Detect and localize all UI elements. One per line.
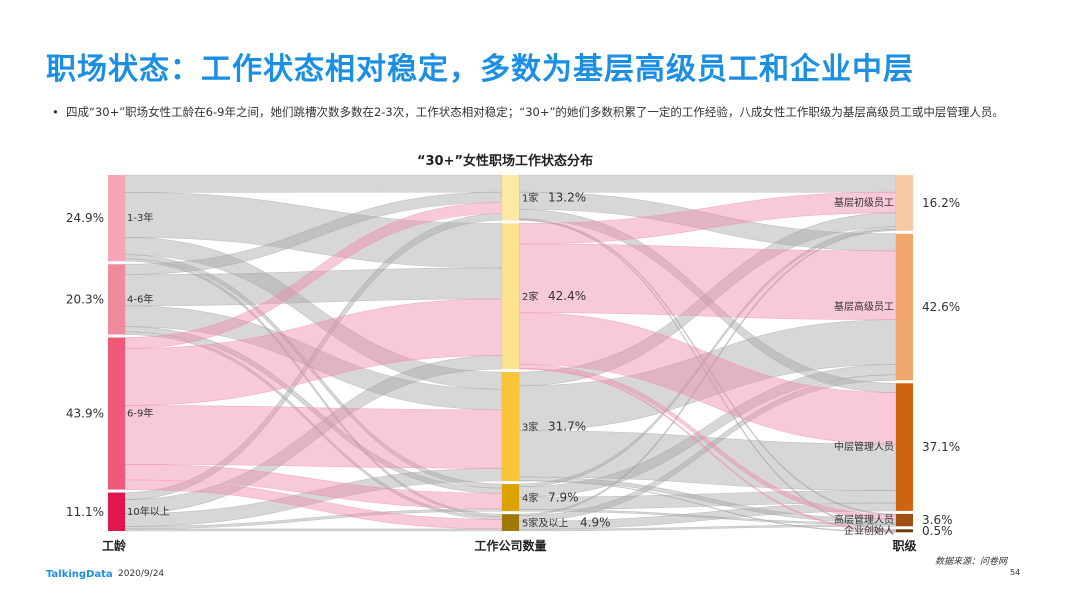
node-1-0	[502, 175, 519, 221]
node-0-0	[108, 175, 125, 262]
node-pct-label: 13.2%	[548, 191, 586, 205]
chart-title: “30+”女性职场工作状态分布	[416, 154, 594, 169]
node-pct-label: 37.1%	[922, 440, 960, 454]
node-name-label: 6-9年	[127, 407, 153, 420]
node-2-3	[896, 513, 913, 527]
node-0-1	[108, 264, 125, 335]
node-pct-label: 0.5%	[922, 524, 953, 538]
right-link-0-0	[518, 174, 897, 193]
node-2-4	[896, 529, 913, 533]
node-pct-label: 20.3%	[66, 292, 104, 306]
column-axis-label: 职级	[892, 538, 916, 553]
bullet-dot-icon: •	[52, 105, 59, 119]
left-link-0-0	[124, 174, 503, 193]
node-name-label: 1家	[522, 192, 538, 205]
node-pct-label: 4.9%	[580, 516, 611, 530]
right-link-4-3	[518, 524, 897, 532]
talkingdata-logo: TalkingData	[46, 569, 113, 580]
node-1-4	[502, 514, 519, 531]
node-name-label: 4家	[522, 492, 538, 505]
node-0-2	[108, 337, 125, 490]
node-2-1	[896, 233, 913, 381]
node-1-1	[502, 223, 519, 370]
node-2-2	[896, 383, 913, 511]
node-name-label: 基层初级员工	[834, 196, 894, 209]
node-1-3	[502, 484, 519, 512]
node-pct-label: 11.1%	[66, 505, 104, 519]
data-source: 数据来源：问卷网	[935, 557, 1008, 567]
page-title: 职场状态：工作状态相对稳定，多数为基层高级员工和企业中层	[46, 52, 914, 87]
links-layer	[124, 174, 897, 533]
node-name-label: 2家	[522, 290, 538, 303]
summary-text: 四成“30+”职场女性工龄在6-9年之间，她们跳槽次数多数在2-3次，工作状态相…	[66, 105, 1004, 119]
node-pct-label: 42.4%	[548, 289, 586, 303]
node-name-label: 5家及以上	[522, 517, 568, 530]
page-number: 54	[1010, 568, 1021, 577]
node-name-label: 10年以上	[127, 505, 170, 518]
left-link-3-3	[124, 508, 503, 530]
node-2-0	[896, 175, 913, 231]
node-pct-label: 31.7%	[548, 420, 586, 434]
node-name-label: 基层高级员工	[834, 300, 894, 313]
node-name-label: 中层管理人员	[834, 440, 894, 453]
left-link-3-0	[124, 213, 503, 500]
node-pct-label: 7.9%	[548, 491, 579, 505]
node-name-label: 3家	[522, 421, 538, 434]
left-link-3-1	[124, 355, 503, 514]
node-name-label: 企业创始人	[844, 524, 894, 537]
node-pct-label: 43.9%	[66, 407, 104, 421]
node-name-label: 高层管理人员	[834, 513, 894, 526]
left-link-2-2	[124, 405, 503, 469]
summary-bullet: • 四成“30+”职场女性工龄在6-9年之间，她们跳槽次数多数在2-3次，工作状…	[52, 104, 1014, 120]
node-pct-label: 3.6%	[922, 513, 953, 527]
node-pct-label: 42.6%	[922, 300, 960, 314]
column-axis-label: 工作公司数量	[474, 538, 546, 553]
node-0-3	[108, 492, 125, 531]
node-1-2	[502, 372, 519, 482]
node-pct-label: 24.9%	[66, 211, 104, 225]
node-pct-label: 16.2%	[922, 196, 960, 210]
node-name-label: 1-3年	[127, 211, 153, 224]
column-axis-label: 工龄	[102, 538, 127, 553]
node-name-label: 4-6年	[127, 292, 153, 305]
report-date: 2020/9/24	[118, 569, 165, 579]
left-link-3-4	[124, 528, 503, 532]
